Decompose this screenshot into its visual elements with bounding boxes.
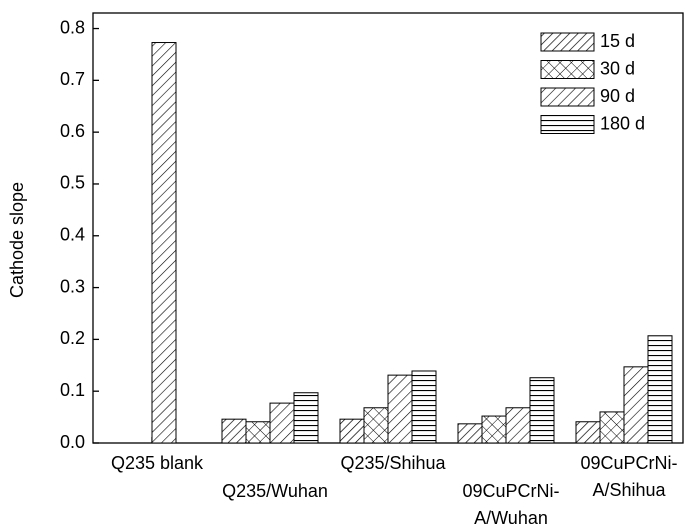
y-axis-label: Cathode slope: [7, 182, 27, 298]
bar: [245, 421, 271, 444]
y-tick-label: 0.4: [60, 225, 85, 245]
legend-swatch: [540, 60, 595, 79]
bar: [363, 407, 389, 444]
y-tick-label: 0.8: [60, 17, 85, 37]
x-tick-label: Q235 blank: [110, 453, 204, 473]
y-tick-label: 0.3: [60, 276, 85, 296]
y-tick-label: 0.6: [60, 121, 85, 141]
bar: [529, 377, 555, 444]
x-tick-label: 09CuPCrNi-A/Shihua: [580, 453, 678, 500]
y-tick-label: 0.7: [60, 69, 85, 89]
bar: [387, 374, 413, 444]
bar: [293, 392, 319, 444]
bar: [575, 421, 601, 444]
y-tick-label: 0.5: [60, 173, 85, 193]
x-tick-label: Q235/Wuhan: [222, 481, 328, 501]
y-tick-label: 0.1: [60, 380, 85, 400]
bar: [599, 411, 625, 444]
legend-label: 15 d: [600, 31, 635, 51]
y-tick-label: 0.2: [60, 328, 85, 348]
legend-swatch: [540, 87, 595, 107]
bar: [457, 423, 483, 444]
legend-label: 90 d: [600, 86, 635, 106]
bar: [481, 415, 507, 444]
legend-swatch: [540, 32, 595, 52]
y-tick-label: 0.0: [60, 432, 85, 452]
bar: [411, 370, 437, 444]
x-tick-label: 09CuPCrNi-A/Wuhan: [462, 481, 560, 528]
bar: [339, 418, 365, 444]
bar: [269, 402, 295, 444]
legend-label: 30 d: [600, 58, 635, 78]
bar: [647, 335, 673, 444]
bar: [623, 366, 649, 444]
x-tick-label: Q235/Shihua: [340, 453, 446, 473]
legend-label: 180 d: [600, 113, 645, 133]
bar: [505, 407, 531, 444]
bar: [151, 42, 177, 444]
legend-swatch: [540, 115, 595, 134]
bar: [221, 418, 247, 444]
